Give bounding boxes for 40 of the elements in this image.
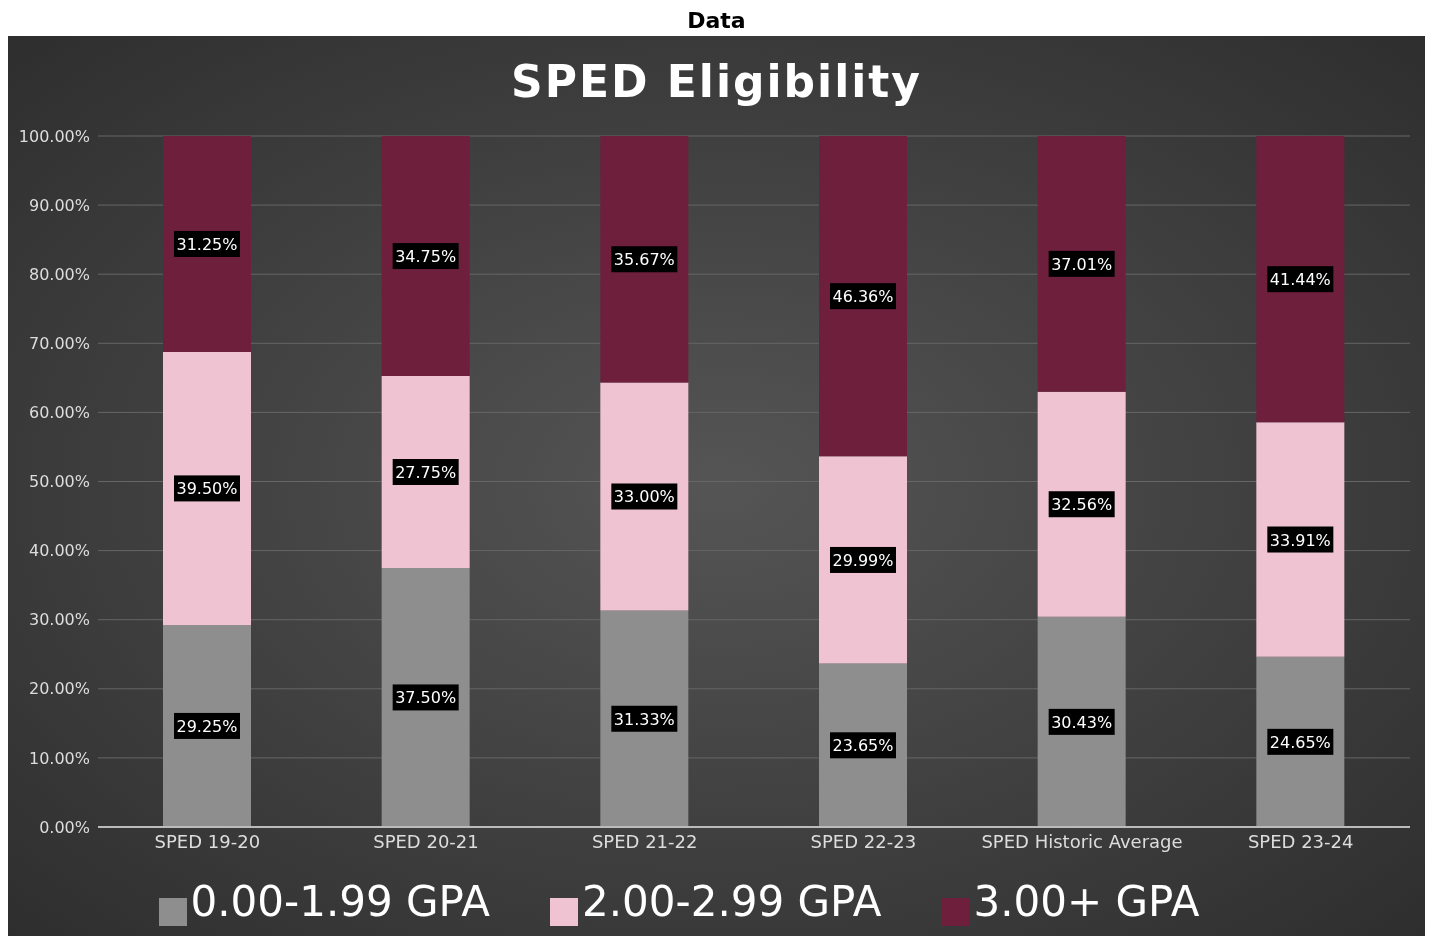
- data-label: 33.91%: [1269, 530, 1331, 550]
- data-label: 34.75%: [395, 247, 457, 267]
- y-tick-label: 40.00%: [28, 541, 90, 561]
- y-tick-label: 60.00%: [28, 403, 90, 423]
- data-label: 41.44%: [1269, 270, 1331, 290]
- data-label: 35.67%: [613, 250, 675, 270]
- y-tick-label: 100.00%: [18, 126, 90, 146]
- data-label: 37.50%: [395, 688, 457, 708]
- y-tick-label: 10.00%: [28, 748, 90, 768]
- y-tick-label: 90.00%: [28, 195, 90, 215]
- legend-label: 2.00-2.99 GPA: [582, 877, 882, 926]
- data-label: 29.99%: [832, 550, 894, 570]
- legend-label: 3.00+ GPA: [973, 877, 1200, 926]
- y-tick-label: 20.00%: [28, 679, 90, 699]
- x-tick-label: SPED 19-20: [154, 830, 261, 852]
- data-label: 46.36%: [832, 287, 894, 307]
- y-tick-label: 80.00%: [28, 264, 90, 284]
- y-tick-label: 30.00%: [28, 610, 90, 630]
- text: Data: [686, 8, 747, 35]
- data-label: 29.25%: [176, 716, 238, 736]
- data-label: 32.56%: [1051, 495, 1113, 515]
- x-tick-label: SPED 21-22: [591, 830, 698, 852]
- x-tick-label: SPED 22-23: [810, 830, 917, 852]
- x-tick-label: SPED 23-24: [1247, 830, 1354, 852]
- chart-title: SPED Eligibility: [509, 55, 924, 109]
- legend-label: 0.00-1.99 GPA: [190, 877, 490, 926]
- data-label: 24.65%: [1269, 732, 1331, 752]
- data-label: 27.75%: [395, 463, 457, 482]
- data-label: 30.43%: [1051, 712, 1113, 732]
- y-tick-label: 50.00%: [28, 472, 90, 492]
- data-label: 33.00%: [613, 487, 675, 507]
- data-label: 31.25%: [176, 234, 238, 254]
- data-label: 23.65%: [832, 736, 894, 756]
- data-label: 39.50%: [176, 479, 238, 499]
- x-tick-label: SPED 20-21: [373, 830, 479, 852]
- data-label: 31.33%: [613, 709, 675, 729]
- y-tick-label: 70.00%: [28, 333, 90, 353]
- data-label: 37.01%: [1051, 254, 1113, 274]
- x-tick-label: SPED Historic Average: [981, 830, 1183, 852]
- y-tick-label: 0.00%: [39, 817, 90, 837]
